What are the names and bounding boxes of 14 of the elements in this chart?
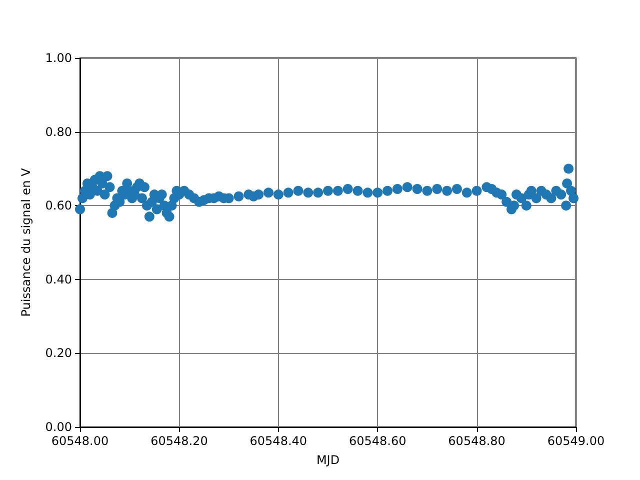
y-tick-label: 0.60 <box>45 198 72 213</box>
y-tick-label: 0.80 <box>45 124 72 139</box>
x-tick-label: 60548.60 <box>348 434 406 448</box>
x-axis-title: MJD <box>316 453 340 467</box>
x-tick-label: 60548.40 <box>250 434 308 448</box>
y-tick-label: 0.20 <box>45 346 72 360</box>
y-tick-label: 0.00 <box>45 420 72 434</box>
y-tick-label: 0.40 <box>45 272 72 286</box>
x-tick-label: 60548.80 <box>448 434 506 448</box>
x-tick-label: 60548.20 <box>150 434 208 448</box>
y-tick-label: 1.00 <box>45 51 72 65</box>
y-axis-title: Puissance du signal en V <box>19 167 33 317</box>
x-tick-label: 60549.00 <box>547 434 605 448</box>
x-tick-label: 60548.00 <box>51 434 109 448</box>
